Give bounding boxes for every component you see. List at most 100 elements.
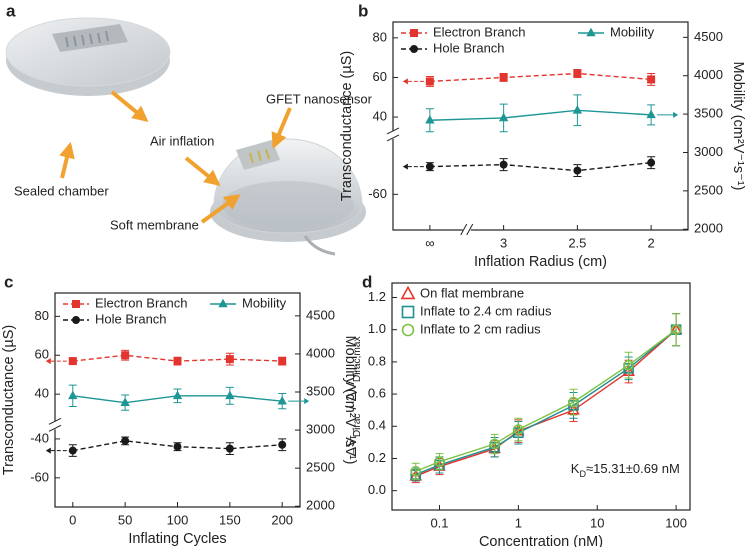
- arrow: [200, 194, 241, 224]
- y-tick-label: 60: [35, 347, 49, 362]
- legend-label: Hole Branch: [95, 311, 167, 326]
- y-tick-label: 0.2: [368, 450, 386, 465]
- legend-marker: [410, 29, 418, 37]
- legend-marker: [410, 45, 418, 53]
- x-tick-label: 0.1: [430, 515, 448, 530]
- chamber-top: [5, 17, 171, 87]
- legend-label: Electron Branch: [95, 295, 188, 310]
- error-bar: [490, 433, 499, 455]
- legend-label: On flat membrane: [420, 285, 524, 300]
- y-tick-label: -60: [368, 186, 387, 201]
- x-tick-label: 3: [500, 235, 507, 250]
- marker: [225, 355, 234, 364]
- legend-label: Mobility: [610, 24, 655, 39]
- y-tick-label: 80: [35, 308, 49, 323]
- arrow: [271, 107, 292, 149]
- series-line: [429, 109, 652, 121]
- x-axis-label: Concentration (nM): [479, 534, 603, 547]
- axis-arrow-head: [402, 78, 408, 85]
- annotation-part: ≈15.31±0.69 nM: [586, 461, 680, 476]
- axis-arrow-head: [673, 111, 679, 118]
- y2-tick-label: 4000: [306, 345, 335, 360]
- marker: [68, 390, 78, 400]
- label: Air inflation: [150, 133, 214, 148]
- y-tick-label: 60: [373, 69, 387, 84]
- plot-frame: [391, 282, 691, 511]
- marker: [68, 446, 77, 455]
- series-line: [415, 329, 677, 477]
- marker: [647, 75, 656, 84]
- y2-tick-label: 3000: [694, 144, 723, 159]
- legend-label: Inflate to 2 cm radius: [420, 321, 541, 336]
- marker: [425, 162, 434, 171]
- y2-tick-label: 4500: [694, 29, 723, 44]
- x-tick-label: 200: [271, 512, 293, 527]
- marker: [670, 324, 682, 335]
- error-bar: [514, 417, 523, 442]
- y-tick-label: 0.6: [368, 386, 386, 401]
- panel-label: c: [4, 272, 13, 291]
- panel-label: b: [358, 1, 368, 20]
- panel-label: d: [362, 272, 372, 291]
- marker: [499, 73, 508, 82]
- marker: [568, 396, 579, 408]
- y-tick-label: 1.0: [368, 321, 386, 336]
- y2-axis-label: Mobility (cm²V⁻¹s⁻¹): [342, 336, 358, 465]
- series-line: [429, 161, 652, 172]
- y2-tick-label: 3500: [694, 106, 723, 121]
- sensor-chip: [236, 140, 280, 170]
- marker: [225, 390, 235, 400]
- y2-tick-label: 3500: [306, 383, 335, 398]
- series-line: [429, 72, 652, 83]
- axis-break: [460, 223, 474, 236]
- marker: [173, 357, 182, 366]
- illustration: a GFET nanosensor Air inflation Sealed c…: [5, 1, 373, 256]
- axis-break: [48, 417, 62, 432]
- error-bar: [435, 453, 444, 471]
- axis-break-gap: [51, 421, 59, 430]
- legend-marker: [72, 316, 80, 324]
- series-line: [415, 329, 677, 476]
- y-axis-label-part: Dirac: [352, 414, 363, 438]
- y2-tick-label: 2500: [306, 460, 335, 475]
- y2-tick-label: 2500: [694, 182, 723, 197]
- arrow: [110, 90, 149, 123]
- axis-arrow-head: [402, 163, 408, 170]
- x-axis-label: Inflating Cycles: [128, 531, 226, 547]
- marker: [225, 444, 234, 453]
- marker: [172, 390, 183, 400]
- marker: [647, 158, 656, 167]
- marker: [173, 442, 182, 451]
- x-tick-label: 100: [665, 515, 687, 530]
- y-tick-label: 0.4: [368, 418, 386, 433]
- plot-frame: [392, 21, 689, 231]
- marker: [425, 115, 435, 124]
- label: Sealed chamber: [14, 183, 109, 198]
- legend-label: Mobility: [242, 295, 287, 310]
- y2-tick-label: 2000: [306, 498, 335, 513]
- x-axis-label: Inflation Radius (cm): [474, 254, 607, 270]
- marker: [425, 77, 434, 86]
- axis-arrow-head: [45, 358, 51, 365]
- legend-marker: [218, 298, 228, 308]
- annotation: KD≈15.31±0.69 nM: [571, 461, 680, 479]
- x-tick-label: 0: [69, 512, 76, 527]
- y-tick-label: 0.8: [368, 353, 386, 368]
- marker: [646, 109, 656, 119]
- marker: [573, 166, 582, 175]
- marker: [434, 456, 445, 468]
- y-axis-label: Transconductance (µS): [339, 51, 355, 201]
- legend-marker: [72, 300, 80, 308]
- marker: [68, 357, 77, 366]
- marker: [513, 424, 524, 435]
- annotation-part: K: [571, 461, 580, 476]
- y-axis-label: Transconductance (µS): [1, 325, 17, 475]
- x-tick-label: 150: [219, 512, 241, 527]
- x-tick-label: 50: [118, 512, 132, 527]
- axis-arrow-head: [45, 447, 51, 454]
- x-tick-label: 10: [590, 515, 604, 530]
- y-axis-label-part: / ΔV: [344, 382, 360, 414]
- y-tick-label: -60: [30, 469, 49, 484]
- arrow: [184, 156, 221, 187]
